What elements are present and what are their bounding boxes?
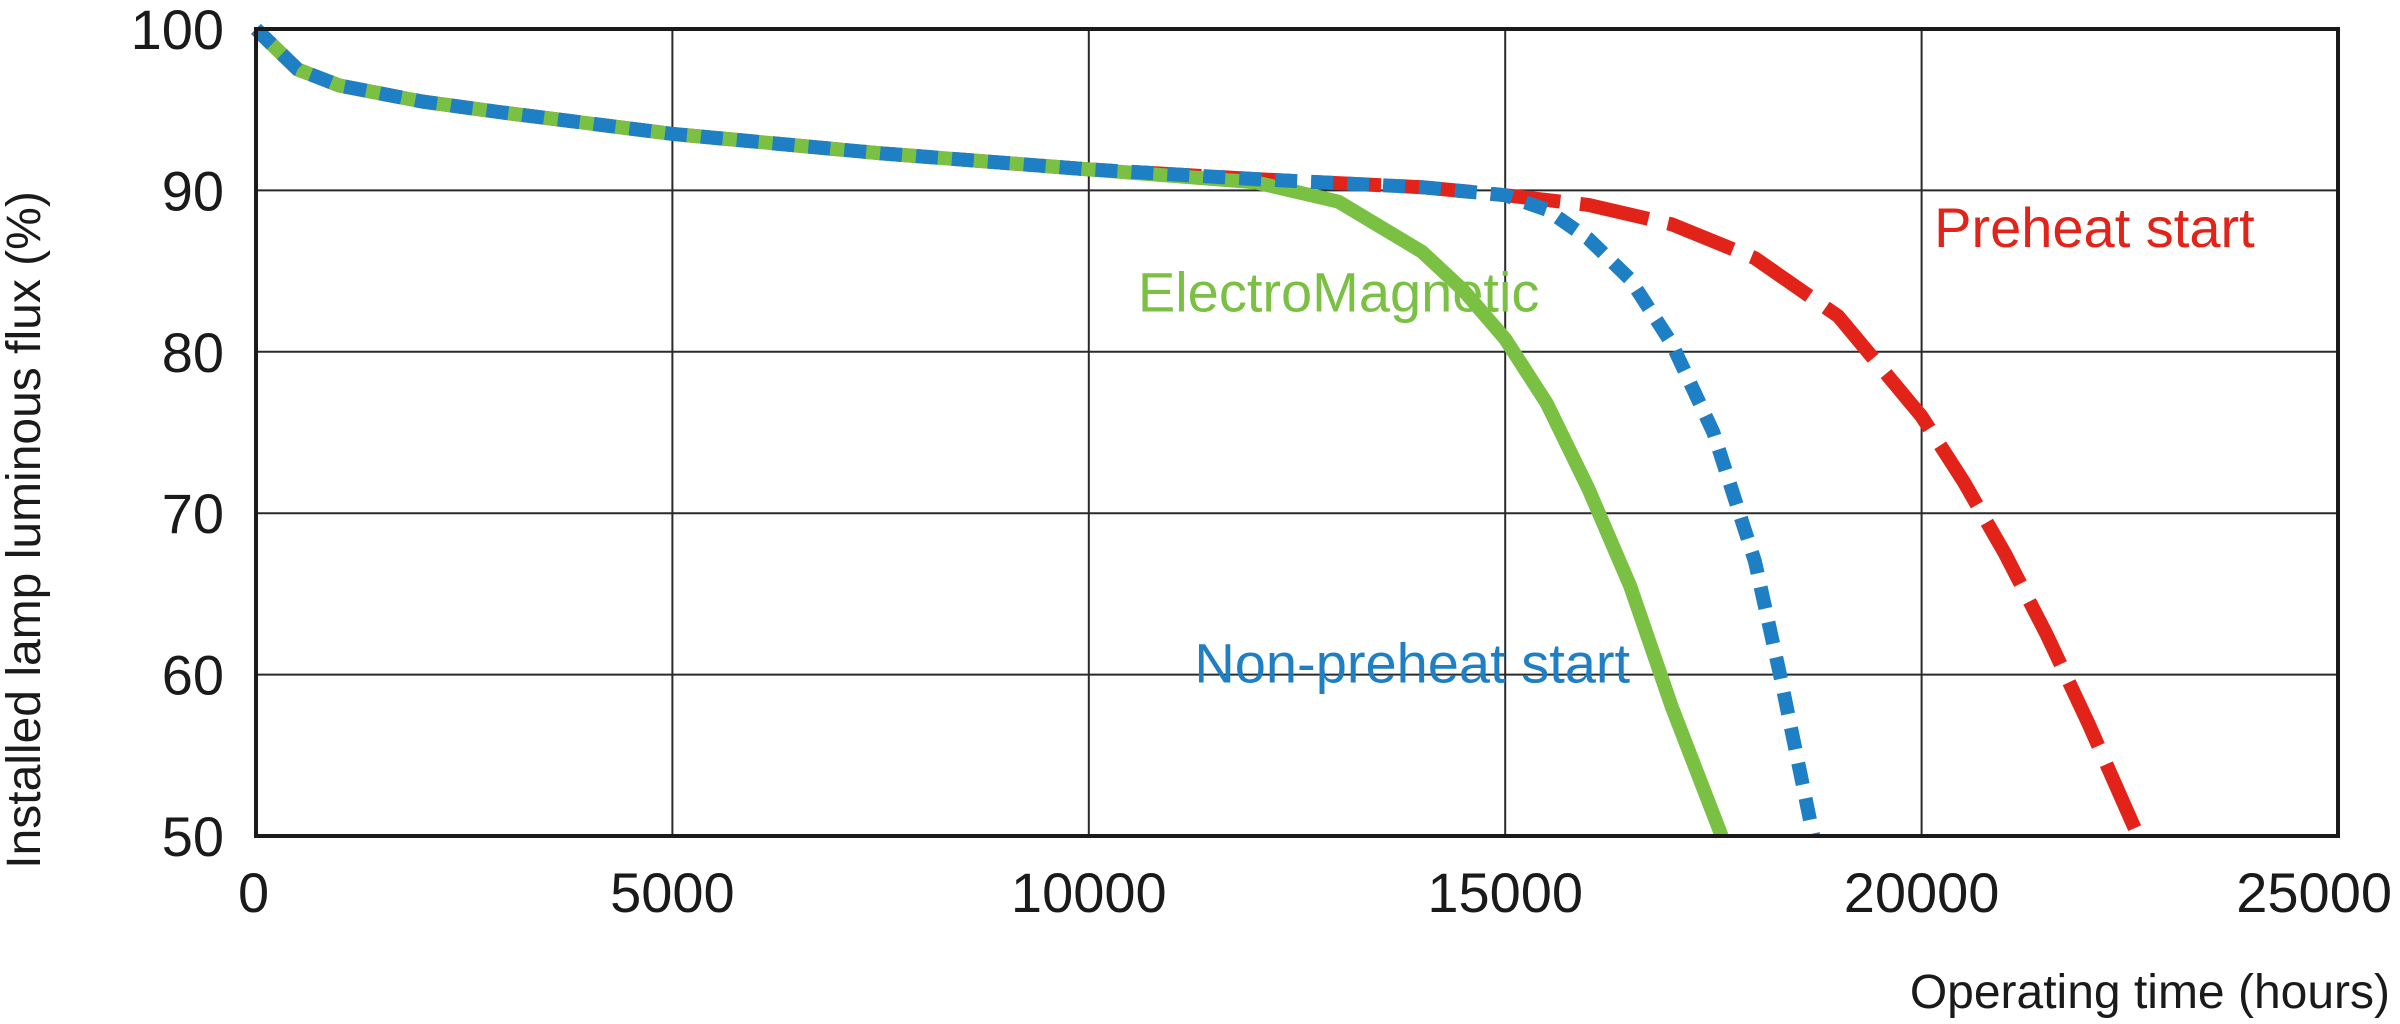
y-axis-label: Installed lamp luminous flux (%) <box>0 191 51 869</box>
series-label: Preheat start <box>1934 196 2255 259</box>
x-tick-label: 5000 <box>610 861 735 924</box>
x-tick-label: 20000 <box>1844 861 2000 924</box>
x-tick-label: 15000 <box>1427 861 1583 924</box>
series-label: ElectroMagnetic <box>1138 260 1540 323</box>
series-line-preheat-start <box>251 23 2145 839</box>
y-tick-label: 90 <box>162 159 224 222</box>
series-line-electromagnetic <box>251 23 1729 839</box>
series-label: Non-preheat start <box>1194 632 1630 695</box>
series-lines <box>251 23 2145 839</box>
series-line-non-preheat-start <box>251 23 1821 838</box>
y-tick-label: 100 <box>131 0 224 61</box>
x-tick-label: 10000 <box>1011 861 1167 924</box>
y-tick-label: 70 <box>162 482 224 545</box>
series-labels: ElectroMagnetic Non-preheat start Preheat … <box>1138 196 2255 695</box>
tick-labels: 0 5000 10000 15000 20000 25000 50 60 70 80 90 100 <box>131 0 2392 924</box>
x-tick-label: 0 <box>238 861 269 924</box>
y-tick-label: 50 <box>162 805 224 868</box>
y-tick-label: 80 <box>162 321 224 384</box>
x-axis-label: Operating time (hours) <box>1910 966 2390 1019</box>
x-tick-label: 25000 <box>2236 861 2392 924</box>
plot-frame <box>254 27 2340 838</box>
grid <box>255 28 2339 837</box>
y-tick-label: 60 <box>162 644 224 707</box>
